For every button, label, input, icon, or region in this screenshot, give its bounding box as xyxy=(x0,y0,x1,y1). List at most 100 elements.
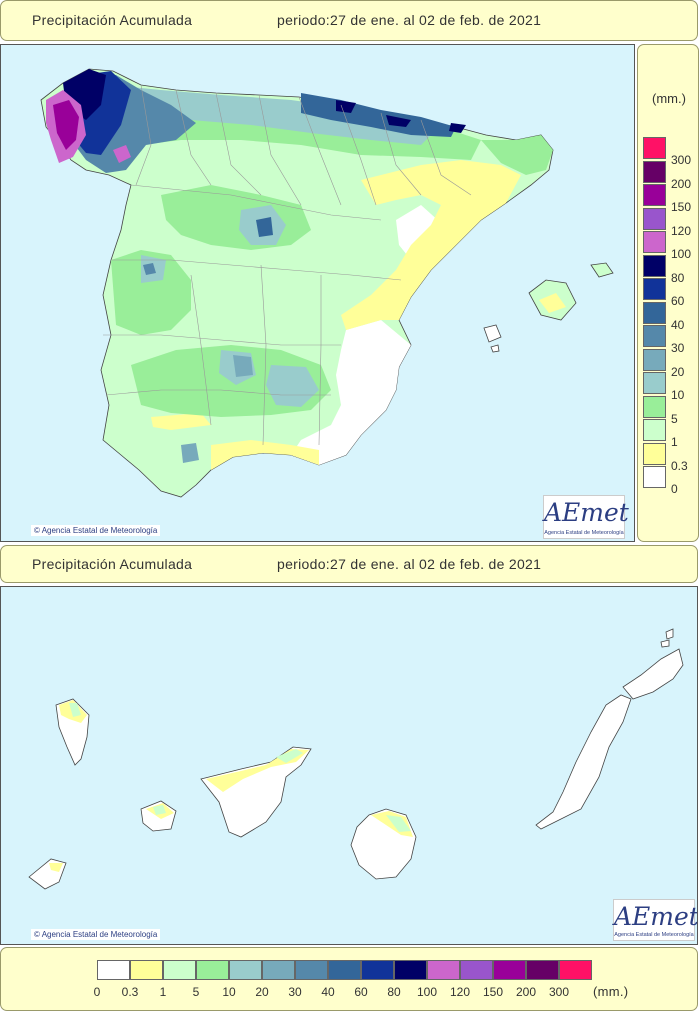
legend-label-vertical: 10 xyxy=(671,388,685,402)
aemet-logo-text: AEmet xyxy=(614,902,698,931)
la-gomera-green xyxy=(153,805,166,815)
legend-swatch-horizontal xyxy=(361,960,394,980)
legend-label-horizontal: 40 xyxy=(321,985,335,999)
aemet-logo-top: AEmet Agencia Estatal de Meteorología xyxy=(543,495,629,539)
moderate-ne xyxy=(481,135,553,175)
legend-swatch-horizontal xyxy=(262,960,295,980)
light-yellow-east xyxy=(341,160,521,330)
legend-swatch-vertical xyxy=(643,137,666,159)
legend-label-vertical: 30 xyxy=(671,341,685,355)
mallorca-dry xyxy=(539,293,566,313)
legend-label-horizontal: 20 xyxy=(255,985,269,999)
copyright-icon: © xyxy=(34,526,40,535)
legend-label-horizontal: 1 xyxy=(159,985,167,999)
top-header-panel: Precipitación Acumulada periodo:27 de en… xyxy=(0,0,698,41)
blue-south-spot xyxy=(181,443,199,463)
legend-label-vertical: 5 xyxy=(671,411,678,426)
formentera xyxy=(490,344,500,353)
legend-swatch-horizontal xyxy=(526,960,559,980)
legend-label-vertical: 120 xyxy=(671,223,692,238)
legend-swatch-vertical xyxy=(643,419,666,441)
top-map-period: periodo:27 de ene. al 02 de feb. de 2021 xyxy=(277,12,542,28)
legend-swatch-vertical xyxy=(643,395,666,418)
legend-swatch-horizontal xyxy=(328,960,361,980)
teal-south xyxy=(266,365,319,407)
legend-swatch-horizontal xyxy=(130,960,163,980)
lanzarote-islet xyxy=(665,628,674,640)
legend-label-horizontal: 5 xyxy=(192,985,200,999)
credit-text-top: Agencia Estatal de Meteorología xyxy=(41,526,158,535)
navy-cantabric xyxy=(336,100,356,113)
legend-label-vertical: 0 xyxy=(671,482,678,496)
legend-swatch-vertical xyxy=(643,442,666,465)
credit-text-bottom: Agencia Estatal de Meteorología xyxy=(41,930,158,939)
legend-swatch-horizontal xyxy=(163,960,196,980)
legend-label-horizontal: 0 xyxy=(93,985,101,999)
navy-ne xyxy=(449,123,466,133)
legend-label-horizontal: 120 xyxy=(449,985,471,999)
legend-label-vertical: 200 xyxy=(671,176,692,191)
legend-swatch-vertical xyxy=(643,231,666,253)
fuerteventura xyxy=(535,694,632,830)
legend-swatch-horizontal xyxy=(295,960,328,980)
legend-label-horizontal: 200 xyxy=(515,985,537,999)
legend-label-vertical: 0.3 xyxy=(671,458,688,473)
lanzarote xyxy=(622,648,684,700)
peninsula-map: © Agencia Estatal de Meteorología AEmet … xyxy=(0,44,635,542)
purple-inland xyxy=(113,145,131,163)
legend-swatch-horizontal xyxy=(559,960,592,980)
ibiza xyxy=(483,324,502,343)
legend-label-vertical: 60 xyxy=(671,294,685,308)
legend-swatch-horizontal xyxy=(394,960,427,980)
legend-label-vertical: 1 xyxy=(671,435,678,449)
legend-label-horizontal: 30 xyxy=(288,985,302,999)
legend-unit-horizontal: (mm.) xyxy=(593,984,629,999)
copyright-icon: © xyxy=(34,930,40,939)
aemet-logo-text: AEmet xyxy=(544,498,629,527)
menorca xyxy=(590,262,614,278)
legend-label-horizontal: 0.3 xyxy=(121,985,139,999)
legend-swatch-horizontal xyxy=(229,960,262,980)
legend-label-vertical: 80 xyxy=(671,270,685,285)
light-yellow-southwest xyxy=(151,413,211,430)
legend-label-horizontal: 100 xyxy=(416,985,438,999)
light-yellow-south xyxy=(211,440,319,470)
el-hierro-yellow xyxy=(49,863,63,872)
violet-coast xyxy=(53,100,79,150)
legend-swatch-vertical xyxy=(643,160,666,183)
legend-swatch-horizontal xyxy=(97,960,130,980)
dry-southeast xyxy=(291,320,411,465)
legend-swatch-horizontal xyxy=(493,960,526,980)
legend-swatch-horizontal xyxy=(427,960,460,980)
legend-label-horizontal: 300 xyxy=(548,985,570,999)
legend-swatch-vertical xyxy=(643,278,666,300)
navy-basque xyxy=(386,115,411,127)
legend-swatch-vertical xyxy=(643,254,666,277)
province-borders xyxy=(103,84,472,446)
aemet-logo-subtitle: Agencia Estatal de Meteorología xyxy=(614,932,694,938)
graciosa xyxy=(660,639,670,648)
legend-label-vertical: 150 xyxy=(671,200,692,214)
bottom-map-period: periodo:27 de ene. al 02 de feb. de 2021 xyxy=(277,556,542,572)
legend-swatch-vertical xyxy=(643,184,666,206)
legend-label-vertical: 20 xyxy=(671,364,685,379)
peninsula-map-svg xyxy=(40,68,614,498)
blue-west-spot xyxy=(143,263,156,275)
credit-top: © Agencia Estatal de Meteorología xyxy=(31,525,161,536)
legend-swatch-vertical xyxy=(643,325,666,347)
blue-centre-spot xyxy=(256,217,273,237)
legend-label-vertical: 40 xyxy=(671,317,685,332)
legend-swatch-vertical xyxy=(643,466,666,488)
blue-sw-spot xyxy=(233,355,253,377)
aemet-logo-bottom: AEmet Agencia Estatal de Meteorología xyxy=(613,899,698,941)
teal-north xyxy=(111,85,431,145)
legend-swatch-horizontal xyxy=(460,960,493,980)
legend-label-horizontal: 150 xyxy=(482,985,504,999)
legend-swatch-horizontal xyxy=(196,960,229,980)
legend-swatch-vertical xyxy=(643,301,666,324)
bottom-header-panel: Precipitación Acumulada periodo:27 de en… xyxy=(0,545,698,583)
legend-label-vertical: 300 xyxy=(671,153,692,167)
moderate-west xyxy=(111,250,191,335)
canary-map-svg xyxy=(28,628,684,890)
legend-swatch-vertical xyxy=(643,348,666,371)
